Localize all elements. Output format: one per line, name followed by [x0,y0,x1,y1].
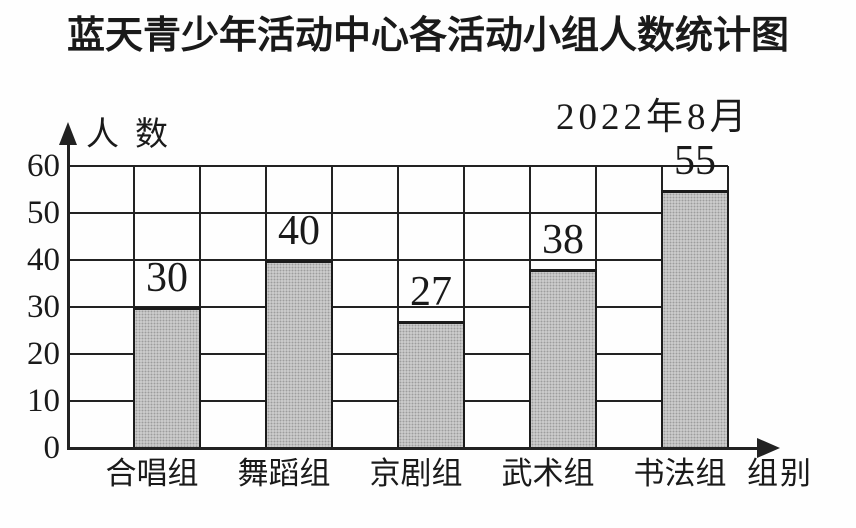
y-tick-label: 10 [27,383,60,419]
bar-value-label: 40 [278,208,320,254]
x-category-label: 武术组 [501,456,595,491]
chart-title: 蓝天青少年活动中心各活动小组人数统计图 [66,15,789,57]
x-axis-label: 组别 [747,456,813,491]
bar-value-label: 27 [410,269,452,315]
x-category-label: 舞蹈组 [237,456,331,491]
gridline-v [463,166,465,448]
x-category-label: 合唱组 [105,456,199,491]
y-tick-label: 0 [43,430,61,466]
x-category-label: 京剧组 [369,456,463,491]
bar-value-label: 55 [674,138,716,184]
x-category-label: 书法组 [633,456,727,491]
y-axis-arrow-icon [59,122,77,145]
bar [397,321,465,450]
bar-value-label: 30 [146,255,188,301]
bar [265,260,333,450]
y-axis-label: 人数 [86,117,184,153]
bar [133,307,201,450]
y-tick-label: 20 [27,336,60,372]
y-axis-line [67,138,70,450]
bar [529,269,597,450]
y-tick-label: 50 [27,195,60,231]
date-annotation: 2022年8月 [556,97,751,138]
bar [661,190,729,450]
y-tick-label: 40 [27,242,60,278]
y-tick-label: 30 [27,289,60,325]
bar-value-label: 38 [542,217,584,263]
y-tick-label: 60 [27,148,60,184]
x-axis-arrow-icon [757,438,780,458]
gridline-v [397,166,399,448]
x-axis-line [67,447,763,450]
